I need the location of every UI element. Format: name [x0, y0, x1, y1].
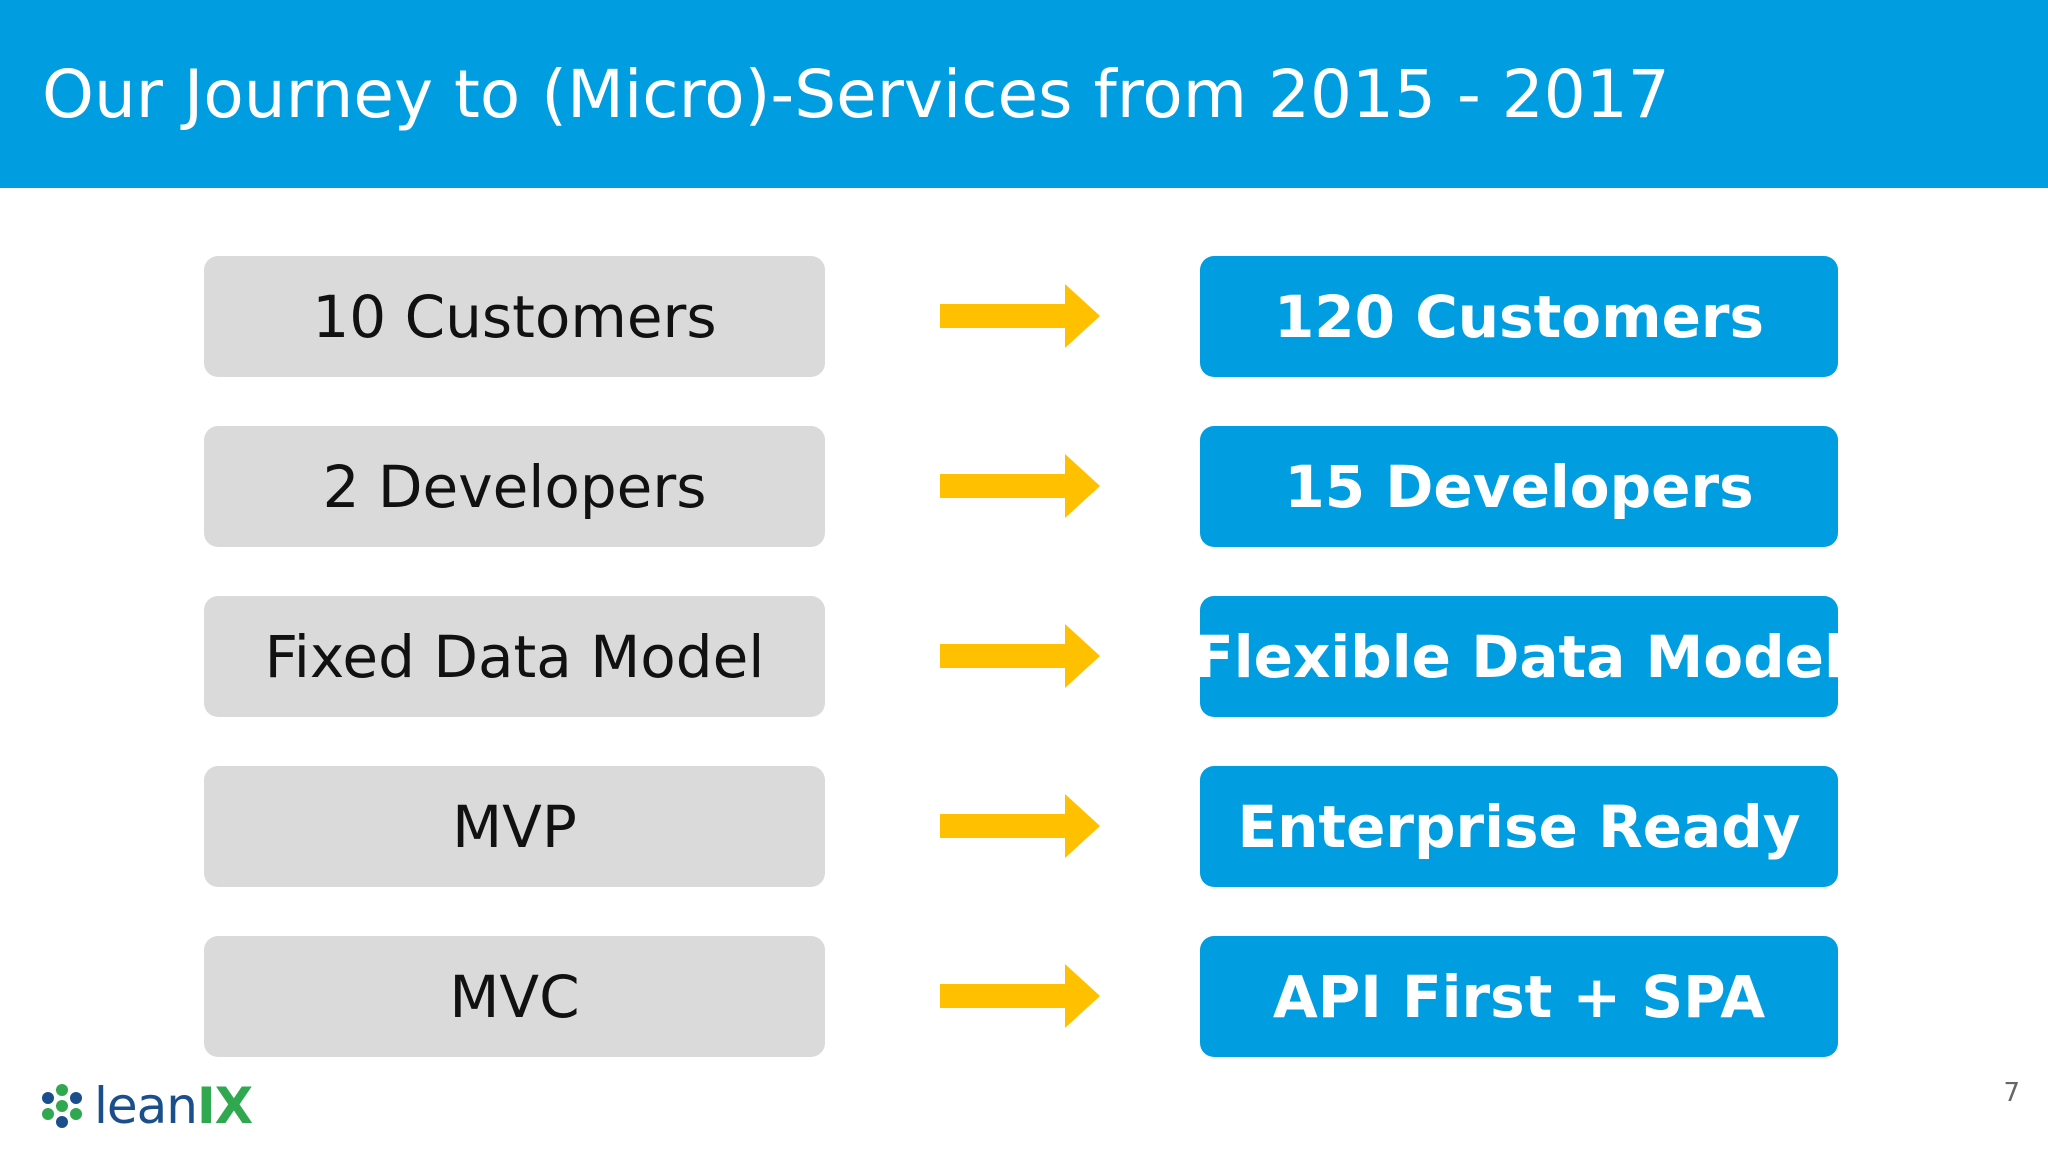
title-bar: Our Journey to (Micro)-Services from 201… [0, 0, 2048, 188]
logo-wordmark-lean: lean [94, 1077, 198, 1135]
arrow-right-icon [940, 964, 1100, 1028]
before-box: MVC [204, 936, 825, 1057]
comparison-row: MVP Enterprise Ready [0, 766, 2048, 887]
page-number: 7 [2003, 1078, 2020, 1108]
after-box: Enterprise Ready [1200, 766, 1838, 887]
before-box: 2 Developers [204, 426, 825, 547]
arrow-right-icon [940, 454, 1100, 518]
comparison-row: 2 Developers 15 Developers [0, 426, 2048, 547]
after-box: 15 Developers [1200, 426, 1838, 547]
after-box: API First + SPA [1200, 936, 1838, 1057]
arrow-right-icon [940, 624, 1100, 688]
comparison-row: MVC API First + SPA [0, 936, 2048, 1057]
logo-wordmark-ix: IX [196, 1077, 253, 1135]
leanix-logo: leanIX [38, 1077, 253, 1135]
logo-wordmark: leanIX [94, 1077, 253, 1135]
leanix-logo-icon [42, 1084, 82, 1128]
before-box: 10 Customers [204, 256, 825, 377]
after-box: Flexible Data Model [1194, 596, 1844, 717]
arrow-right-icon [940, 794, 1100, 858]
before-box: MVP [204, 766, 825, 887]
arrow-right-icon [940, 284, 1100, 348]
slide-title: Our Journey to (Micro)-Services from 201… [42, 56, 1670, 133]
comparison-row: Fixed Data Model Flexible Data Model [0, 596, 2048, 717]
before-box: Fixed Data Model [204, 596, 825, 717]
comparison-row: 10 Customers 120 Customers [0, 256, 2048, 377]
after-box: 120 Customers [1200, 256, 1838, 377]
